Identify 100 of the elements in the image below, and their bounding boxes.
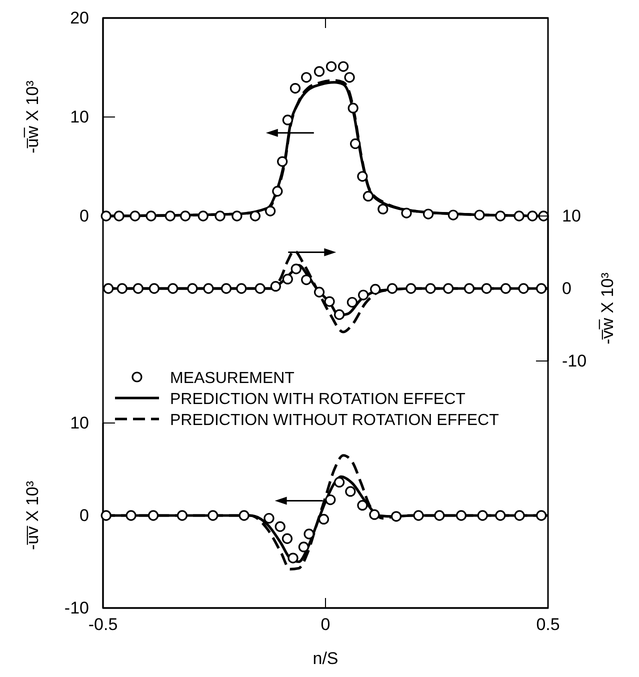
point: [176, 510, 188, 521]
point: [164, 210, 176, 222]
legend-label: PREDICTION WITHOUT ROTATION EFFECT: [170, 412, 500, 429]
point: [406, 283, 416, 294]
point: [187, 283, 198, 294]
point: [345, 486, 356, 497]
point: [344, 72, 355, 83]
point: [116, 283, 128, 294]
point: [358, 290, 369, 300]
point: [369, 509, 380, 520]
point: [301, 72, 312, 83]
point: [477, 510, 488, 521]
point: [324, 296, 335, 307]
point: [357, 171, 368, 182]
point: [495, 210, 506, 222]
point: [518, 283, 529, 294]
point: [232, 210, 242, 222]
y-tick-label: 10: [70, 107, 89, 126]
point: [386, 283, 398, 294]
point: [338, 61, 349, 72]
y2-tick-label: 0: [562, 278, 572, 298]
legend-label: MEASUREMENT: [170, 370, 295, 387]
point: [425, 283, 436, 294]
point: [282, 533, 293, 544]
point: [264, 512, 274, 524]
legend-label: PREDICTION WITH ROTATION EFFECT: [170, 391, 466, 408]
point: [272, 186, 283, 197]
point: [274, 521, 286, 532]
x-tick-label: 0.5: [536, 615, 560, 634]
point: [514, 510, 525, 521]
point: [114, 210, 124, 222]
point: [474, 210, 485, 220]
point: [198, 210, 208, 222]
point: [126, 510, 136, 521]
point: [132, 283, 144, 294]
y-tick-label: 20: [70, 8, 89, 28]
point: [270, 281, 281, 292]
point: [314, 286, 325, 298]
point: [413, 510, 424, 521]
point: [146, 210, 156, 222]
point: [100, 510, 112, 521]
point: [148, 510, 159, 521]
point: [422, 208, 434, 220]
point: [100, 210, 112, 222]
y-axis-title: -u̅w̅ X 10³: [23, 80, 42, 154]
point: [348, 102, 358, 114]
point: [334, 476, 345, 488]
point: [325, 494, 336, 506]
point: [298, 542, 310, 552]
point: [495, 510, 506, 521]
point: [500, 283, 512, 294]
point: [148, 283, 160, 294]
point: [301, 274, 312, 286]
point: [282, 274, 293, 284]
point: [357, 500, 368, 511]
y-tick-label: 0: [80, 206, 89, 226]
point: [448, 210, 459, 220]
x-axis-title: n/S: [312, 649, 338, 668]
x-tick-label: -0.5: [88, 615, 118, 634]
point: [254, 283, 266, 294]
point: [318, 514, 330, 525]
y-axis-title: -u̅v̅ X 10³: [23, 480, 42, 550]
point: [236, 283, 247, 294]
point: [362, 190, 374, 202]
point: [326, 61, 337, 72]
point: [536, 283, 547, 294]
point: [443, 283, 454, 294]
point: [314, 66, 325, 77]
point: [527, 210, 538, 222]
point: [250, 210, 261, 222]
point: [481, 283, 492, 294]
point: [203, 283, 214, 294]
point: [434, 510, 445, 521]
point: [168, 283, 178, 294]
point: [401, 208, 412, 218]
point: [180, 210, 191, 222]
point: [282, 114, 293, 126]
y-tick-label: -10: [64, 598, 89, 618]
point: [238, 510, 250, 521]
point: [288, 552, 298, 564]
point: [103, 283, 114, 294]
point: [220, 283, 232, 294]
point: [378, 204, 388, 214]
y2-axis-title: -v̅w̅ X 10³: [598, 272, 617, 344]
point: [304, 528, 314, 540]
x-tick-label: 0: [320, 615, 330, 634]
y2-tick-label: -10: [562, 351, 587, 370]
point: [334, 309, 345, 320]
point: [265, 206, 276, 216]
point: [464, 283, 475, 294]
point: [214, 210, 226, 222]
y-tick-label: 10: [70, 413, 89, 432]
y-tick-label: 0: [80, 506, 89, 525]
point: [350, 138, 361, 150]
y2-tick-label: 10: [562, 206, 581, 226]
point: [277, 156, 288, 167]
point: [130, 210, 140, 222]
point: [290, 82, 301, 94]
point: [536, 510, 547, 521]
point: [370, 284, 381, 295]
